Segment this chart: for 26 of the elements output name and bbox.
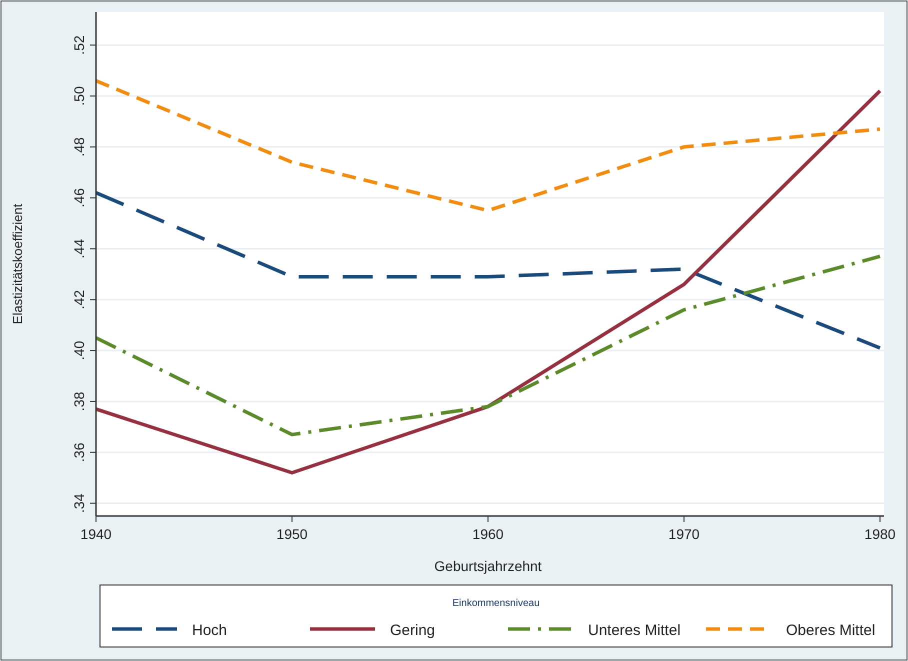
line-series: [94, 89, 882, 474]
line-series: [94, 78, 882, 212]
legend-label: Oberes Mittel: [786, 622, 876, 639]
line-series: [94, 254, 882, 436]
x-tick-label: 1960: [472, 526, 504, 542]
x-tick-label: 1980: [864, 526, 896, 542]
y-tick-label: .52: [71, 35, 87, 55]
legend-label: Gering: [390, 622, 436, 639]
y-tick-label: .48: [71, 136, 87, 157]
y-tick-label: .46: [71, 188, 87, 208]
legend-title: Einkommensniveau: [452, 598, 540, 609]
y-tick-label: .50: [71, 86, 87, 106]
y-tick-label: .34: [71, 493, 87, 514]
legend-label: Hoch: [192, 622, 228, 639]
y-tick-label: .38: [71, 392, 87, 412]
line-series: [94, 190, 882, 350]
y-tick-label: .42: [71, 290, 87, 310]
y-tick-label: .36: [71, 442, 87, 462]
x-tick-label: 1950: [276, 526, 308, 542]
x-tick-label: 1940: [80, 526, 112, 542]
y-axis-title: Elastizitätskoeffizient: [10, 203, 25, 324]
y-tick-label: .40: [71, 340, 87, 360]
legend-label: Unteres Mittel: [588, 622, 681, 639]
y-tick-label: .44: [71, 238, 87, 258]
x-tick-label: 1970: [668, 526, 700, 542]
x-axis-title: Geburtsjahrzehnt: [434, 558, 542, 574]
